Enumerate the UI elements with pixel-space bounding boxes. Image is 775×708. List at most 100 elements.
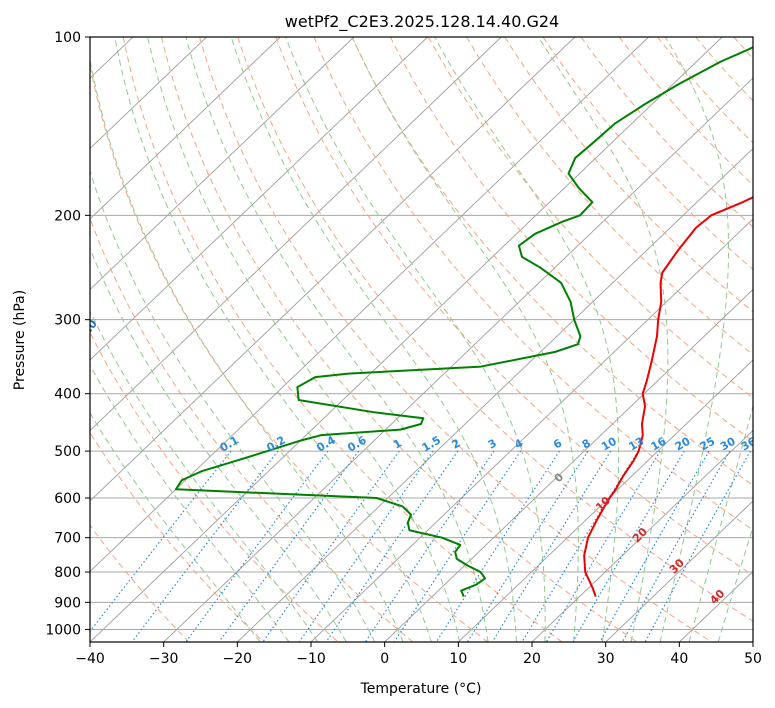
dry-adiabat-line [90, 62, 488, 642]
dry-adiabat-label: -10 [77, 317, 100, 341]
isotherm-gridline [384, 288, 753, 642]
isotherm-gridline [605, 500, 753, 642]
isotherm-gridline [90, 37, 723, 642]
y-tick-label: 900 [54, 595, 81, 611]
y-tick-label: 800 [54, 565, 81, 581]
y-tick-label: 1000 [45, 622, 81, 638]
mixing-ratio-line [185, 450, 329, 642]
mixing-ratio-line [364, 450, 495, 642]
dewpoint-profile-line [174, 46, 753, 597]
isotherm-gridline [90, 37, 649, 573]
y-tick-label: 400 [54, 387, 81, 403]
x-tick-label: 40 [670, 651, 688, 667]
x-tick-label: 30 [597, 651, 615, 667]
dry-adiabat-line [351, 37, 753, 486]
dry-adiabat-line [122, 37, 563, 642]
x-tick-label: −40 [75, 651, 105, 667]
dry-adiabat-line [733, 37, 753, 60]
mixing-ratio-line [466, 450, 589, 642]
x-tick-label: 50 [744, 651, 762, 667]
isotherm-gridline [90, 37, 428, 361]
isotherm-gridline [163, 77, 753, 642]
mixing-ratio-line [393, 450, 522, 642]
isotherm-gridline [90, 37, 207, 150]
dry-adiabat-line [160, 37, 638, 642]
mixing-ratio-line [435, 450, 560, 642]
y-tick-label: 500 [54, 444, 81, 460]
moist-adiabat-line [114, 37, 432, 642]
mixing-ratio-label: 2 [450, 437, 463, 452]
mixing-ratio-line [491, 450, 612, 642]
mixing-ratio-line [262, 450, 400, 642]
moist-adiabat-line [90, 363, 290, 642]
moist-adiabat-line [659, 37, 730, 642]
isotherm-gridline [90, 37, 502, 432]
x-axis-label: Temperature (°C) [360, 681, 482, 697]
dry-adiabat-line [695, 37, 753, 102]
dry-adiabat-line [657, 37, 753, 144]
mixing-ratio-line [572, 450, 685, 642]
moist-adiabat-line [90, 310, 319, 642]
moist-adiabat-label: 0 [552, 470, 567, 485]
moist-adiabat-line [537, 37, 669, 642]
isotherm-gridline [752, 641, 753, 642]
isotherm-gridline [531, 429, 753, 642]
isotherm-gridline [310, 218, 753, 642]
x-tick-label: 10 [449, 651, 467, 667]
y-tick-label: 100 [54, 30, 81, 46]
y-axis-label: Pressure (hPa) [12, 290, 28, 390]
moist-adiabat-line [230, 37, 517, 642]
mixing-ratio-label: 36 [739, 434, 759, 453]
dry-adiabat-line [90, 431, 264, 642]
moist-adiabat-line [90, 169, 376, 642]
moist-adiabat-line [90, 247, 347, 642]
x-tick-label: 0 [380, 651, 389, 667]
dry-adiabat-line [313, 37, 753, 531]
mixing-ratio-line [298, 450, 434, 642]
moist-adiabat-line [688, 404, 753, 642]
dry-adiabat-line [504, 37, 753, 313]
x-tick-label: 20 [523, 651, 541, 667]
mixing-ratio-line [621, 450, 731, 642]
isotherm-gridline [90, 37, 355, 291]
moist-adiabat-line [351, 37, 579, 642]
dry-adiabat-line [199, 37, 712, 642]
moist-adiabat-line [147, 37, 461, 642]
dry-adiabat-line [466, 37, 753, 356]
dry-adiabat-line [90, 331, 339, 642]
temperature-profile-line [583, 196, 753, 597]
isotherm-gridline [90, 37, 576, 502]
isotherm-gridline [458, 359, 753, 642]
moist-adiabat-line [185, 37, 489, 642]
x-tick-label: −30 [149, 651, 179, 667]
plot-frame [89, 36, 754, 643]
y-tick-label: 200 [54, 208, 81, 224]
dry-adiabat-line [90, 217, 414, 642]
dry-adiabat-line [618, 37, 753, 186]
moist-adiabat-label: 30 [667, 556, 687, 576]
dry-adiabat-line [90, 524, 190, 642]
dry-adiabat-line [275, 37, 753, 576]
mixing-ratio-line [218, 450, 360, 642]
x-tick-label: −10 [296, 651, 326, 667]
mixing-ratio-line [644, 450, 751, 642]
y-tick-label: 700 [54, 531, 81, 547]
moist-adiabat-line [90, 57, 404, 642]
dry-adiabat-line [237, 37, 753, 622]
isotherm-gridline [237, 147, 753, 642]
isotherm-gridline [0, 37, 59, 642]
x-tick-label: −20 [223, 651, 253, 667]
mixing-ratio-line [521, 450, 639, 642]
y-tick-label: 300 [54, 313, 81, 329]
mixing-ratio-line [599, 450, 710, 642]
moist-adiabat-label: 40 [707, 587, 727, 607]
moist-adiabat-line [717, 525, 753, 642]
mixing-ratio-line [325, 450, 459, 642]
mixing-ratio-label: 3 [486, 437, 499, 452]
isotherm-gridline [90, 37, 281, 220]
isotherm-gridline [679, 570, 753, 642]
moist-adiabat-line [285, 37, 546, 642]
chart-title: wetPf2_C2E3.2025.128.14.40.G24 [285, 12, 559, 32]
moist-adiabat-line [434, 37, 620, 642]
